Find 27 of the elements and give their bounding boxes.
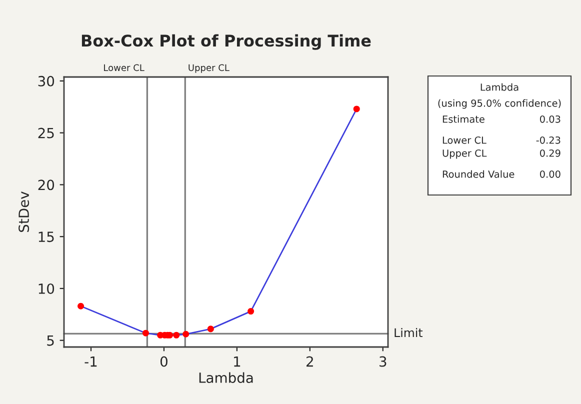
ref-line-label: Upper CL xyxy=(188,64,230,73)
x-tick-label: 0 xyxy=(160,356,168,367)
text: 0.29 xyxy=(540,149,560,157)
y-tick-label: 10 xyxy=(38,283,54,294)
x-tick-label: 2 xyxy=(306,356,313,367)
ref-line-label: Limit xyxy=(394,328,423,337)
y-tick-label: 15 xyxy=(38,232,54,242)
x-axis-title: Lambda xyxy=(199,372,253,383)
y-tick-label: 30 xyxy=(38,76,54,86)
text: (using 95.0% confidence) xyxy=(438,99,561,109)
y-tick-label: 20 xyxy=(38,180,54,190)
text: -0.23 xyxy=(536,136,560,144)
x-tick-label: 3 xyxy=(380,356,386,367)
y-tick-label: 5 xyxy=(47,336,54,346)
text: 0.00 xyxy=(540,170,560,178)
x-tick-label: 1 xyxy=(234,356,240,367)
ref-line-label: Lower CL xyxy=(104,64,144,72)
y-axis-title: StDev xyxy=(18,192,30,232)
text: Lambda xyxy=(480,83,518,91)
x-tick-label: -1 xyxy=(84,356,97,367)
text: 0.03 xyxy=(540,115,560,123)
text: Upper CL xyxy=(442,149,487,159)
chart-title: Box-Cox Plot of Processing Time xyxy=(82,34,371,50)
text: Lower CL xyxy=(442,136,486,144)
y-tick-label: 25 xyxy=(38,128,54,138)
text: Rounded Value xyxy=(442,170,514,178)
text: Estimate xyxy=(442,115,484,123)
